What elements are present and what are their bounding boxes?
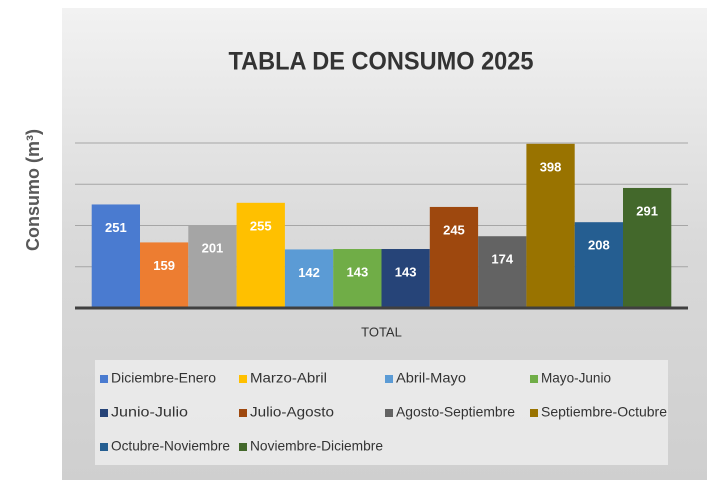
value-label: 142 — [298, 265, 320, 280]
value-label: 251 — [105, 220, 127, 235]
legend-label: Mayo-Junio — [541, 370, 611, 386]
chart-title: TABLA DE CONSUMO 2025 — [229, 48, 534, 76]
legend-swatch — [385, 375, 393, 383]
legend-swatch — [239, 375, 247, 383]
value-label: 291 — [636, 203, 658, 218]
legend-label: Agosto-Septiembre — [396, 404, 515, 420]
value-label: 245 — [443, 222, 465, 237]
legend-swatch — [100, 409, 108, 417]
value-label: 174 — [491, 252, 513, 267]
value-label: 143 — [346, 264, 368, 279]
value-label: 159 — [153, 258, 175, 273]
legend-label: Septiembre-Octubre — [541, 404, 667, 420]
bar — [91, 204, 140, 308]
legend-swatch — [100, 443, 108, 451]
legend-label: Julio-Agosto — [250, 404, 334, 420]
bar — [574, 222, 623, 308]
value-label: 208 — [588, 238, 610, 253]
legend-swatch — [239, 443, 247, 451]
bar — [284, 249, 334, 308]
legend-swatch — [530, 409, 538, 417]
y-axis-label: Consumo (m³) — [23, 129, 43, 251]
x-tick-label: TOTAL — [361, 324, 402, 339]
legend-swatch — [239, 409, 247, 417]
bar — [526, 143, 575, 308]
value-label: 255 — [250, 218, 272, 233]
bar — [429, 206, 479, 308]
bar — [140, 242, 189, 308]
value-label: 398 — [540, 159, 562, 174]
legend-label: Abril-Mayo — [396, 370, 466, 386]
legend-label: Marzo-Abril — [250, 370, 327, 386]
legend-swatch — [385, 409, 393, 417]
bar — [478, 236, 527, 308]
legend-box — [95, 360, 668, 465]
legend-label: Noviembre-Diciembre — [250, 438, 383, 454]
value-label: 201 — [202, 241, 224, 256]
legend-label: Junio-Julio — [111, 404, 188, 420]
bar — [623, 187, 672, 308]
value-label: 143 — [395, 264, 417, 279]
legend-label: Diciembre-Enero — [111, 370, 216, 386]
legend-swatch — [100, 375, 108, 383]
bar — [381, 249, 430, 308]
bar — [188, 225, 237, 308]
bar — [236, 202, 285, 308]
bar — [333, 249, 382, 308]
legend-swatch — [530, 375, 538, 383]
legend-label: Octubre-Noviembre — [111, 438, 230, 454]
